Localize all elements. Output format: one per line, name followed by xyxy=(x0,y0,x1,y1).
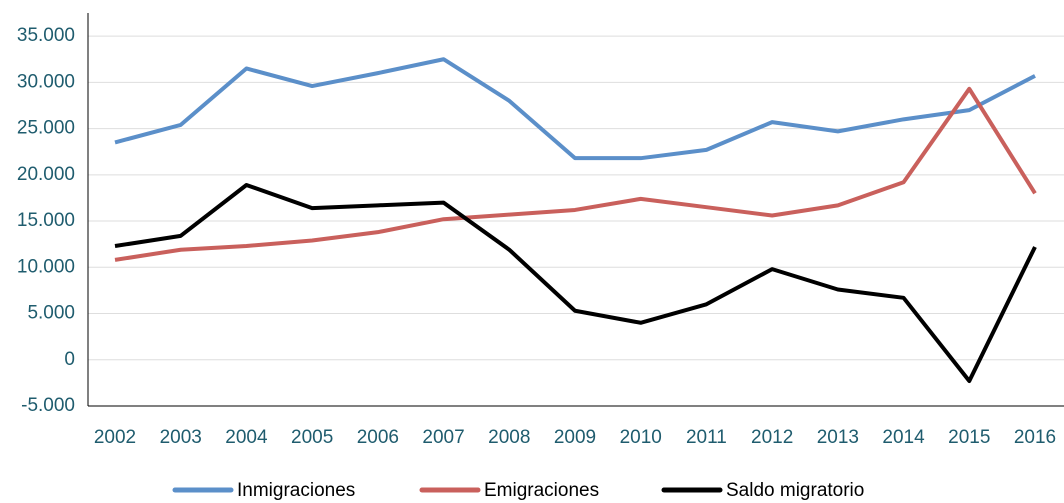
series-line xyxy=(114,182,1037,384)
y-tick-label: 10.000 xyxy=(17,256,75,277)
x-tick-label: 2006 xyxy=(357,427,399,448)
x-tick-label: 2013 xyxy=(817,427,859,448)
y-tick-label: 30.000 xyxy=(17,71,75,92)
x-tick-label: 2004 xyxy=(225,427,268,448)
y-tick-label: 5.000 xyxy=(27,303,75,324)
x-tick-label: 2014 xyxy=(882,427,925,448)
x-tick-label: 2002 xyxy=(94,427,136,448)
x-tick-label: 2009 xyxy=(554,427,596,448)
y-tick-label: 35.000 xyxy=(17,25,75,46)
series-line xyxy=(114,86,1037,262)
legend-label: Inmigraciones xyxy=(237,480,355,501)
x-tick-label: 2008 xyxy=(488,427,530,448)
y-tick-label: -5.000 xyxy=(21,395,75,416)
series-line xyxy=(114,57,1036,161)
x-tick-label: 2005 xyxy=(291,427,333,448)
x-tick-label: 2015 xyxy=(948,427,990,448)
x-tick-label: 2016 xyxy=(1014,427,1056,448)
x-tick-label: 2012 xyxy=(751,427,793,448)
legend-label: Emigraciones xyxy=(484,480,599,501)
y-tick-label: 20.000 xyxy=(17,164,75,185)
x-tick-label: 2003 xyxy=(160,427,202,448)
y-tick-label: 15.000 xyxy=(17,210,75,231)
legend-label: Saldo migratorio xyxy=(726,480,864,501)
x-tick-label: 2010 xyxy=(620,427,662,448)
y-tick-label: 0 xyxy=(64,349,75,370)
y-tick-label: 25.000 xyxy=(17,118,75,139)
x-tick-label: 2011 xyxy=(686,427,727,448)
x-tick-label: 2007 xyxy=(422,427,464,448)
